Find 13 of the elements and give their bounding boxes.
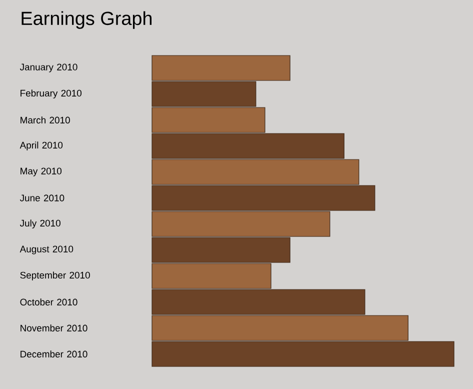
y-tick-label: February 2010 <box>20 90 82 98</box>
y-tick-label: November 2010 <box>20 324 88 332</box>
y-tick-label: October 2010 <box>20 298 78 306</box>
y-tick-label: April 2010 <box>20 142 63 150</box>
y-tick-label: March 2010 <box>20 116 70 124</box>
y-tick-label: September 2010 <box>20 272 90 280</box>
y-tick-label: August 2010 <box>20 246 74 254</box>
chart-title: Earnings Graph <box>22 11 152 29</box>
y-tick-label: May 2010 <box>20 168 62 176</box>
y-tick-label: June 2010 <box>20 194 64 202</box>
y-tick-label: December 2010 <box>20 350 88 358</box>
y-tick-label: January 2010 <box>20 64 78 72</box>
y-tick-label: July 2010 <box>20 220 60 228</box>
